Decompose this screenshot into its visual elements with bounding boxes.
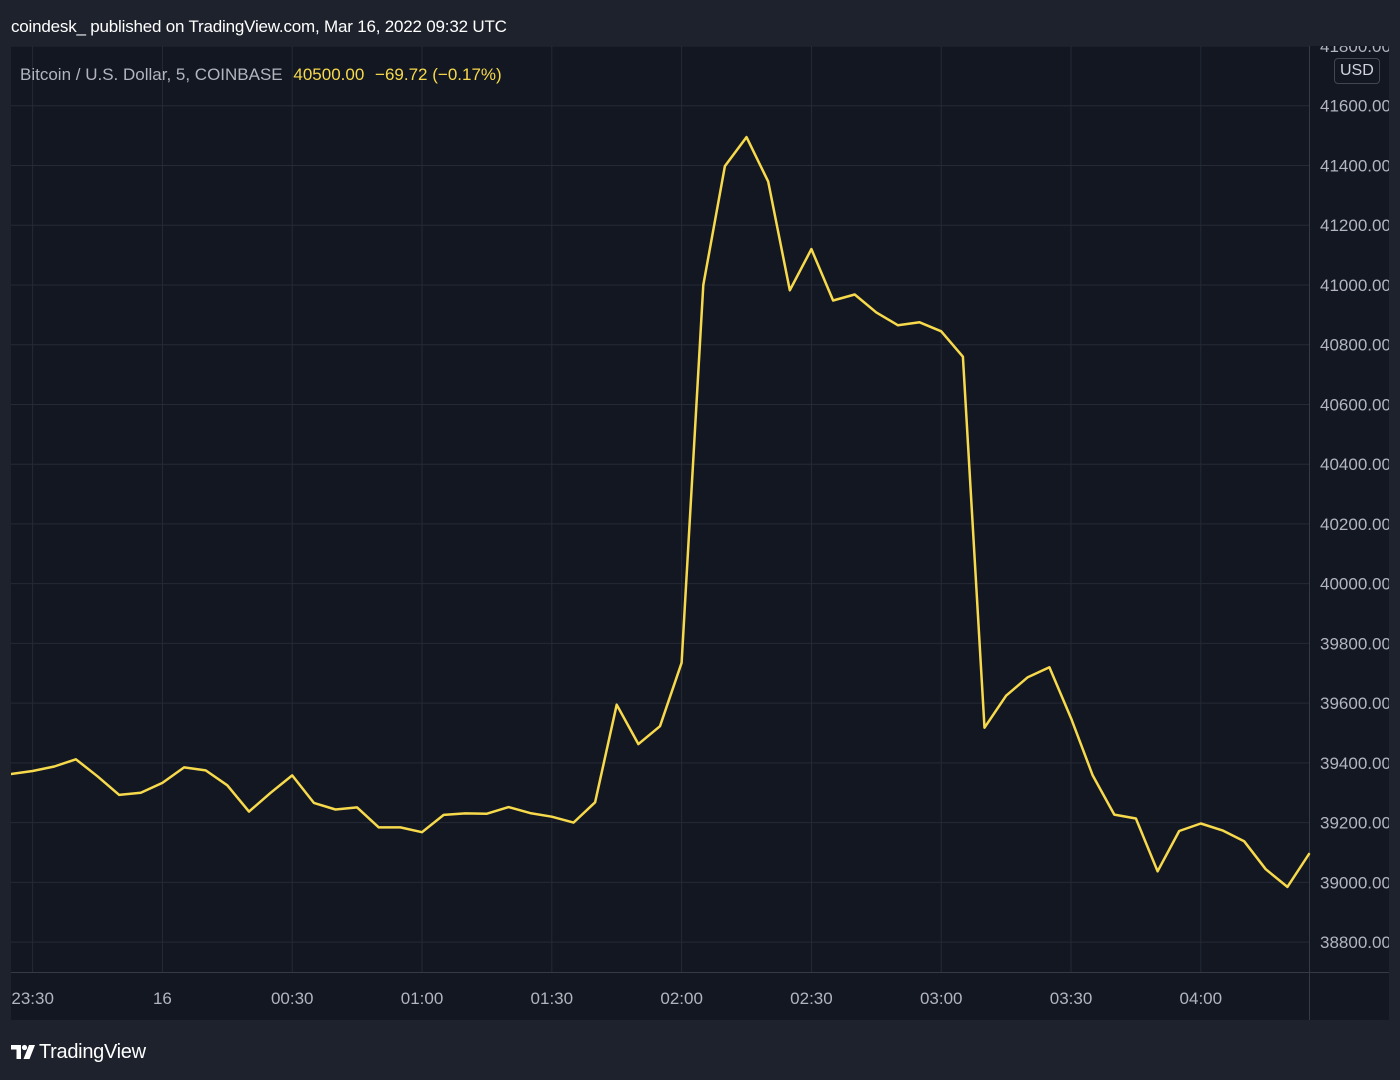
- x-tick-label: 23:30: [11, 989, 54, 1008]
- currency-badge[interactable]: USD: [1334, 58, 1380, 84]
- x-tick-label: 00:30: [271, 989, 314, 1008]
- y-tick-label: 39600.00: [1320, 694, 1389, 713]
- y-tick-label: 39000.00: [1320, 873, 1389, 892]
- x-tick-label: 02:00: [660, 989, 703, 1008]
- y-tick-label: 41400.00: [1320, 156, 1389, 175]
- y-tick-label: 40800.00: [1320, 336, 1389, 355]
- x-tick-label: 01:00: [401, 989, 444, 1008]
- y-tick-label: 41200.00: [1320, 216, 1389, 235]
- price-chart[interactable]: 41800.00 41600.00 41400.00 41200.00 41000.00…: [11, 46, 1389, 1020]
- last-price: 40500.00: [293, 65, 365, 84]
- x-tick-label: 01:30: [531, 989, 574, 1008]
- symbol-label[interactable]: Bitcoin / U.S. Dollar, 5, COINBASE: [20, 65, 283, 84]
- y-tick-label: 38800.00: [1320, 933, 1389, 952]
- top-bar: coindesk_ published on TradingView.com, …: [0, 0, 1400, 46]
- y-tick-label: 39800.00: [1320, 634, 1389, 653]
- x-tick-label: 02:30: [790, 989, 833, 1008]
- x-tick-label: 04:00: [1180, 989, 1223, 1008]
- published-info: coindesk_ published on TradingView.com, …: [11, 17, 507, 36]
- x-tick-label: 16: [153, 989, 172, 1008]
- footer-brand[interactable]: TradingView: [11, 1038, 146, 1066]
- x-tick-label: 03:00: [920, 989, 963, 1008]
- symbol-legend: Bitcoin / U.S. Dollar, 5, COINBASE 40500…: [20, 65, 502, 85]
- y-tick-label: 41000.00: [1320, 276, 1389, 295]
- price-line: [11, 135, 1311, 889]
- tradingview-logo-icon: [11, 1044, 35, 1059]
- tradingview-brand: TradingView: [39, 1040, 146, 1063]
- y-tick-label: 41600.00: [1320, 97, 1389, 116]
- y-tick-label: 40600.00: [1320, 395, 1389, 414]
- chart-area[interactable]: 41800.00 41600.00 41400.00 41200.00 41000.00…: [11, 46, 1389, 1020]
- x-tick-label: 03:30: [1050, 989, 1093, 1008]
- y-tick-label: 41800.00: [1320, 46, 1389, 56]
- y-tick-label: 40200.00: [1320, 515, 1389, 534]
- y-tick-label: 40000.00: [1320, 575, 1389, 594]
- y-tick-label: 39200.00: [1320, 814, 1389, 833]
- y-tick-label: 39400.00: [1320, 754, 1389, 773]
- y-tick-label: 40400.00: [1320, 455, 1389, 474]
- price-change: −69.72 (−0.17%): [375, 65, 502, 84]
